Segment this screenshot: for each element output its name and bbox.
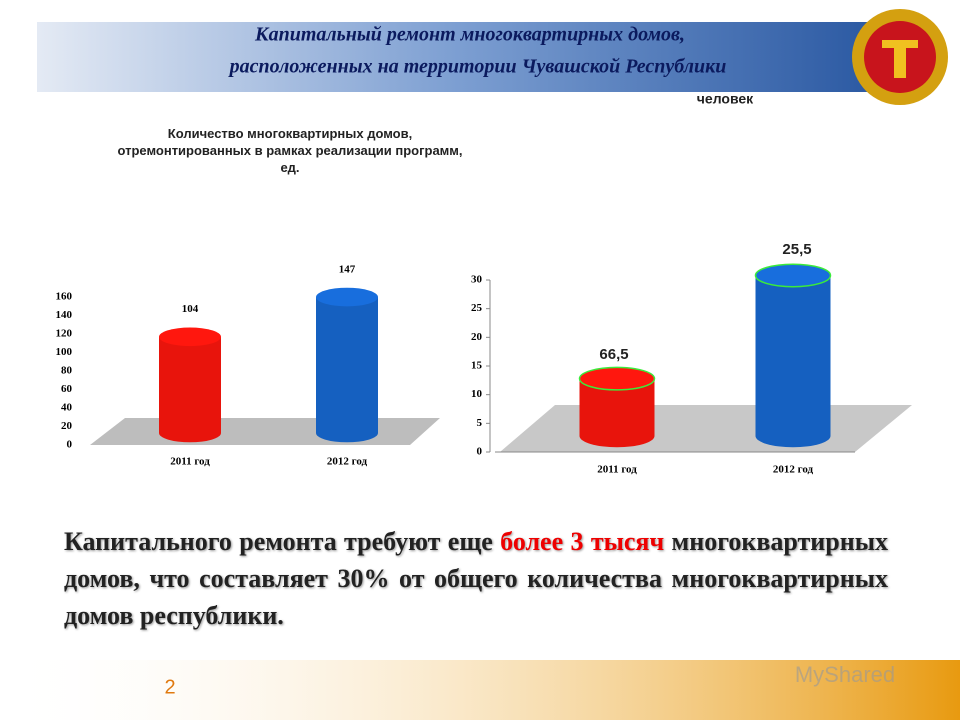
y-tick-label: 160 [56, 291, 73, 303]
y-tick-label: 140 [56, 309, 73, 321]
y-tick-label: 15 [471, 360, 483, 372]
y-tick-label: 120 [56, 328, 73, 340]
footer-decoration [0, 660, 960, 720]
bar-top [578, 366, 656, 391]
bar-top [316, 287, 378, 307]
bar [755, 275, 831, 436]
data-label: 104 [182, 303, 199, 315]
y-tick-label: 80 [61, 365, 73, 377]
x-tick-label: 2011 год [170, 456, 210, 468]
emblem [882, 40, 918, 78]
x-tick-label: 2012 год [327, 456, 368, 468]
y-tick-label: 0 [67, 439, 73, 451]
y-tick-label: 25 [471, 302, 483, 314]
y-tick-label: 30 [471, 274, 483, 286]
header-title: Капитальный ремонт многоквартирных домов… [254, 24, 685, 46]
y-tick-label: 40 [61, 402, 73, 414]
y-tick-label: 20 [471, 331, 483, 343]
x-tick-label: 2012 год [773, 464, 814, 476]
body-text-highlight: более 3 тысяч [500, 527, 665, 556]
data-label: 147 [339, 263, 356, 275]
floor [500, 405, 912, 452]
body-text: Капитального ремонта требуют еще более 3… [64, 523, 888, 634]
bar [316, 297, 378, 433]
chart-title-box: Количество многоквартирных домов, отремо… [117, 126, 463, 175]
x-tick-label: 2011 год [597, 464, 637, 476]
watermark: MyShared [795, 662, 895, 687]
body-text-part: многоквартирных домов, что составляет 30… [64, 527, 888, 630]
floor [90, 418, 440, 445]
annotation: 66,5 [599, 346, 628, 363]
y-tick-label: 100 [56, 346, 73, 358]
y-tick-label: 5 [477, 417, 483, 429]
annotation: 25,5 [782, 241, 811, 258]
y-tick-label: 60 [61, 383, 73, 395]
bar-top [754, 263, 832, 288]
page-number: 2 [164, 676, 175, 698]
y-tick-label: 0 [477, 446, 483, 458]
bar [159, 336, 221, 433]
y-tick-label: 20 [61, 420, 73, 432]
header-band [37, 22, 870, 92]
chart-title: Количество многоквартирных домов, отремо… [117, 126, 463, 175]
bar-top [159, 327, 221, 347]
unit-label: человек [697, 91, 754, 107]
body-text-part: Капитального ремонта требуют еще [64, 527, 501, 556]
header-title: расположенных на территории Чувашской Ре… [228, 56, 727, 78]
y-tick-label: 10 [471, 388, 483, 400]
